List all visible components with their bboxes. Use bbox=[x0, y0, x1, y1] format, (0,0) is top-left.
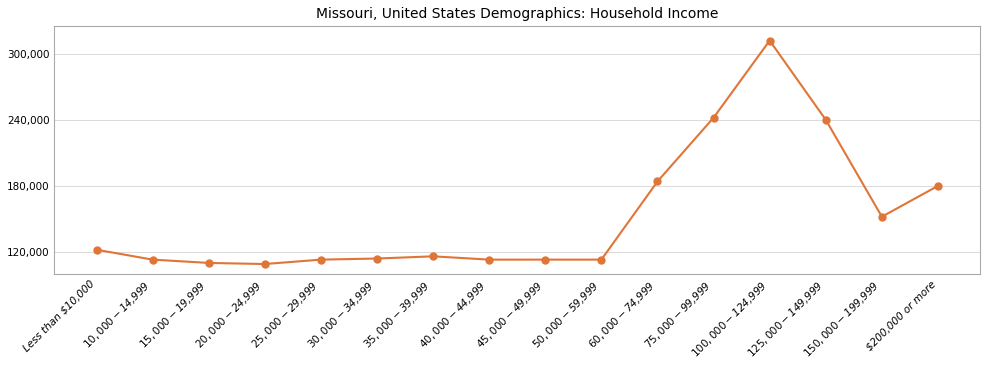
Title: Missouri, United States Demographics: Household Income: Missouri, United States Demographics: Ho… bbox=[316, 7, 718, 21]
